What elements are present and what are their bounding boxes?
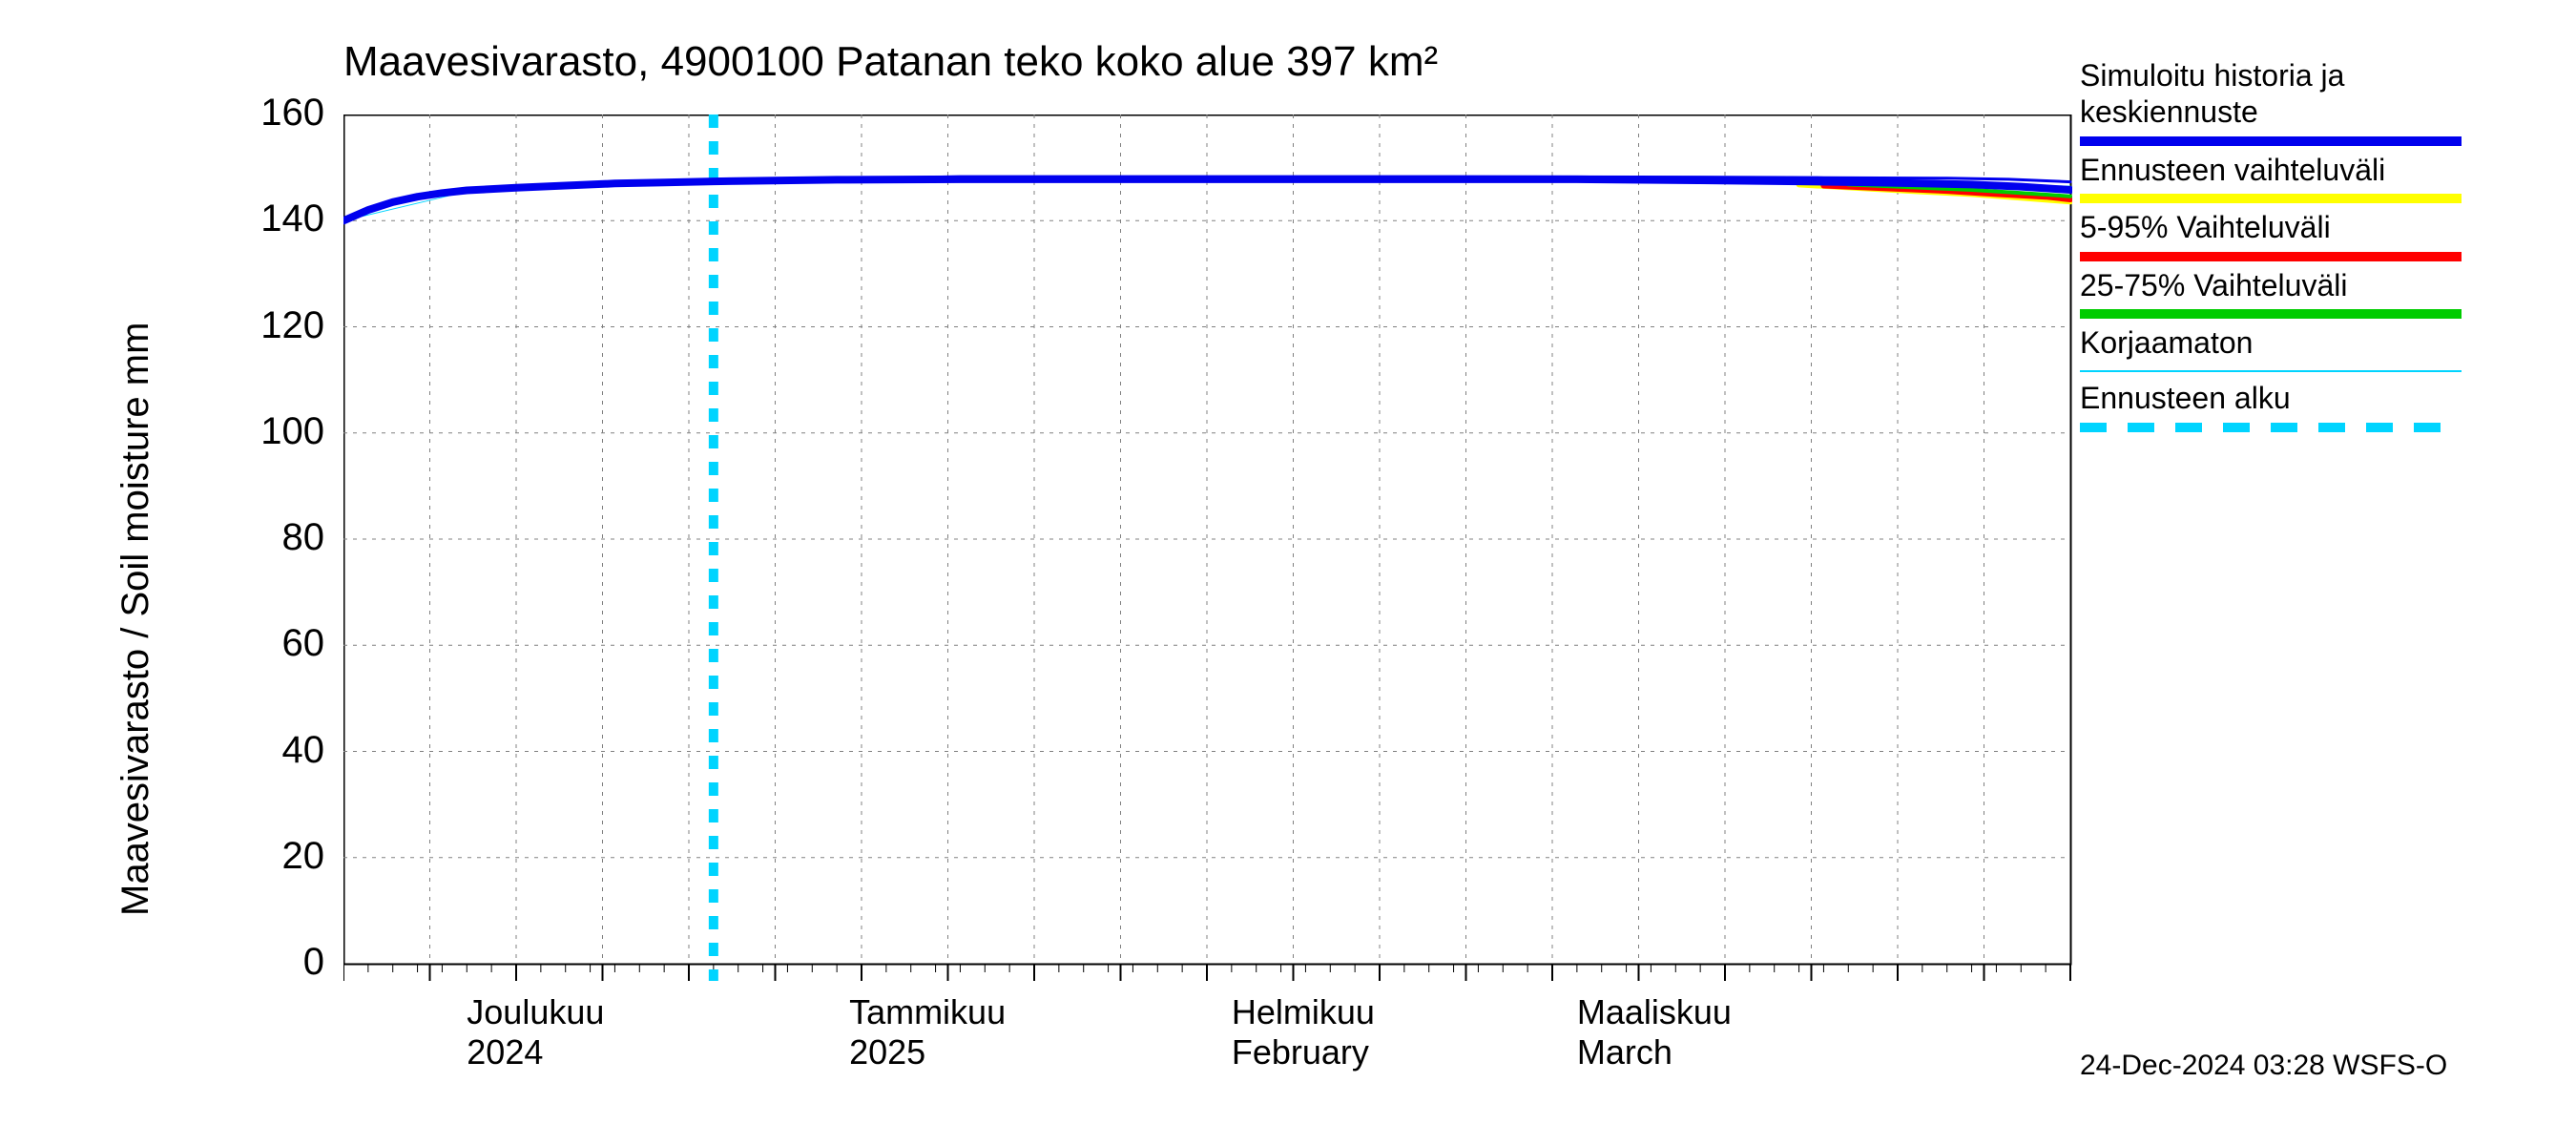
legend-item: 25-75% Vaihteluväli xyxy=(2080,267,2519,319)
legend-item: 5-95% Vaihteluväli xyxy=(2080,209,2519,260)
legend-swatch xyxy=(2080,136,2462,146)
y-tick-label: 140 xyxy=(239,198,324,240)
legend-item: Simuloitu historia jakeskiennuste xyxy=(2080,57,2519,146)
y-tick-label: 160 xyxy=(239,92,324,135)
y-axis-label: Maavesivarasto / Soil moisture mm xyxy=(114,323,157,916)
legend-swatch xyxy=(2080,370,2462,372)
legend-item: Ennusteen alku xyxy=(2080,380,2519,431)
y-tick-label: 0 xyxy=(239,941,324,984)
x-month-sublabel: 2024 xyxy=(467,1032,543,1072)
x-month-sublabel: March xyxy=(1577,1032,1672,1072)
x-month-label: Maaliskuu xyxy=(1577,992,1732,1032)
y-tick-label: 120 xyxy=(239,304,324,347)
y-tick-label: 40 xyxy=(239,729,324,772)
plot-area xyxy=(343,114,2072,992)
legend-item: Ennusteen vaihteluväli xyxy=(2080,152,2519,203)
x-month-sublabel: 2025 xyxy=(849,1032,925,1072)
y-tick-label: 20 xyxy=(239,835,324,878)
legend-item: Korjaamaton xyxy=(2080,324,2519,372)
y-tick-label: 100 xyxy=(239,410,324,453)
x-month-sublabel: February xyxy=(1232,1032,1369,1072)
legend-label: Simuloitu historia ja xyxy=(2080,57,2519,94)
footer-timestamp: 24-Dec-2024 03:28 WSFS-O xyxy=(2080,1050,2447,1082)
x-month-label: Joulukuu xyxy=(467,992,604,1032)
legend-swatch xyxy=(2080,309,2462,319)
x-month-label: Helmikuu xyxy=(1232,992,1375,1032)
legend-label: Korjaamaton xyxy=(2080,324,2519,361)
legend-label: keskiennuste xyxy=(2080,94,2519,130)
legend: Simuloitu historia jakeskiennuste Ennuste… xyxy=(2080,57,2519,438)
y-tick-label: 60 xyxy=(239,622,324,665)
legend-label: 5-95% Vaihteluväli xyxy=(2080,209,2519,245)
legend-label: 25-75% Vaihteluväli xyxy=(2080,267,2519,303)
legend-swatch xyxy=(2080,423,2462,432)
legend-label: Ennusteen vaihteluväli xyxy=(2080,152,2519,188)
legend-swatch xyxy=(2080,252,2462,261)
legend-swatch xyxy=(2080,194,2462,203)
x-month-label: Tammikuu xyxy=(849,992,1006,1032)
legend-label: Ennusteen alku xyxy=(2080,380,2519,416)
y-tick-label: 80 xyxy=(239,516,324,559)
chart-container: Maavesivarasto, 4900100 Patanan teko kok… xyxy=(0,0,2576,1145)
chart-title: Maavesivarasto, 4900100 Patanan teko kok… xyxy=(343,38,1438,86)
